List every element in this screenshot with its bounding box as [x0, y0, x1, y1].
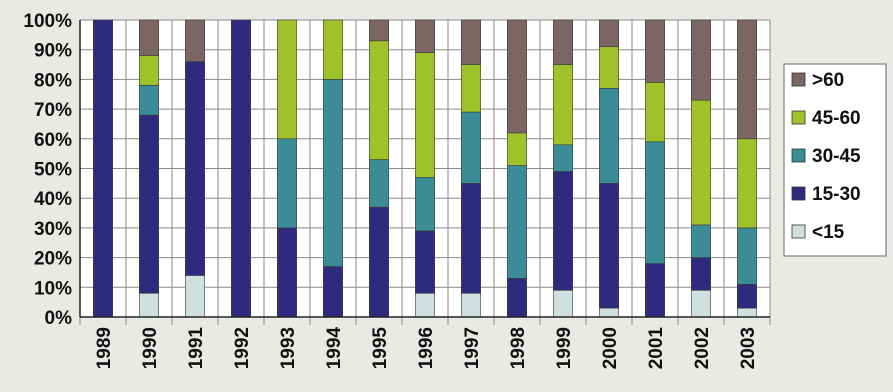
bar-segment: [691, 257, 711, 291]
legend: >60 45-60 30-45 15-30 <15: [783, 63, 887, 257]
bar-segment: [599, 183, 619, 309]
bar-segment: [415, 177, 435, 232]
axes: 0% 10% 20% 30% 40% 50% 60% 70% 80% 90% 100% 1989 199…: [23, 11, 770, 369]
bar-segment: [369, 206, 389, 318]
y-tick-label: 80%: [34, 70, 72, 91]
bar-segment: [599, 46, 619, 89]
bar-segment: [691, 224, 711, 258]
x-tick-label: 1989: [94, 327, 115, 369]
x-tick-label: 1991: [186, 327, 207, 370]
bar-segment: [507, 278, 527, 318]
bar-segment: [415, 52, 435, 178]
bar-segment: [277, 138, 297, 229]
y-tick-label: 20%: [34, 249, 72, 270]
x-tick-label: 1994: [324, 327, 345, 370]
legend-label: <15: [812, 222, 845, 243]
bar-segment: [507, 132, 527, 166]
y-tick-label: 50%: [34, 160, 72, 181]
x-tick-label: 1993: [278, 327, 299, 369]
x-tick-label: 1992: [232, 327, 253, 369]
bar-segment: [139, 85, 159, 116]
bar-segment: [737, 19, 757, 140]
bar-segment: [599, 19, 619, 48]
bar-segment: [645, 82, 665, 143]
bar-segment: [369, 19, 389, 42]
bar-segment: [93, 19, 113, 318]
bar-segment: [599, 307, 619, 318]
y-tick-label: 30%: [34, 219, 72, 240]
bar-segment: [599, 88, 619, 184]
y-tick-label: 100%: [23, 11, 72, 32]
bar-segment: [553, 289, 573, 318]
x-tick-label: 2002: [692, 327, 713, 369]
bar-segment: [323, 79, 343, 267]
legend-swatch: [791, 186, 806, 201]
legend-label: 30-45: [812, 146, 861, 167]
x-tick-label: 1995: [370, 327, 391, 370]
legend-swatch: [791, 110, 806, 125]
bar-segment: [139, 55, 159, 86]
bar-segment: [691, 289, 711, 318]
bars: [93, 19, 757, 318]
x-tick-label: 2000: [600, 327, 621, 369]
bar-segment: [415, 19, 435, 53]
x-tick-label: 1998: [508, 327, 529, 369]
y-tick-label: 10%: [34, 278, 72, 299]
bar-segment: [645, 263, 665, 318]
bar-segment: [461, 111, 481, 184]
x-tick-label: 2003: [738, 327, 759, 369]
bar-segment: [737, 307, 757, 318]
bar-segment: [277, 227, 297, 318]
bar-segment: [691, 19, 711, 101]
bar-segment: [185, 275, 205, 318]
bar-segment: [139, 292, 159, 318]
bar-segment: [507, 19, 527, 134]
legend-swatch: [791, 72, 806, 87]
bar-segment: [553, 144, 573, 172]
bar-segment: [369, 40, 389, 160]
bar-segment: [461, 292, 481, 318]
y-tick-label: 40%: [34, 189, 72, 210]
bar-segment: [461, 19, 481, 65]
bar-segment: [139, 19, 159, 56]
bar-segment: [645, 141, 665, 264]
bar-segment: [737, 284, 757, 309]
bar-segment: [691, 99, 711, 226]
legend-swatch: [791, 224, 806, 239]
x-tick-label: 1997: [462, 327, 483, 369]
y-tick-label: 0%: [45, 308, 73, 329]
x-tick-label: 1990: [140, 327, 161, 369]
bar-segment: [185, 61, 205, 276]
legend-label: 45-60: [812, 108, 861, 129]
bar-segment: [323, 19, 343, 80]
bar-segment: [185, 19, 205, 62]
x-tick-label: 1999: [554, 327, 575, 369]
legend-swatch: [791, 148, 806, 163]
bar-segment: [553, 19, 573, 65]
y-tick-label: 70%: [34, 100, 72, 121]
bar-segment: [369, 159, 389, 208]
bar-segment: [231, 19, 251, 318]
bar-segment: [415, 230, 435, 294]
bar-segment: [737, 227, 757, 285]
x-tick-label: 2001: [646, 327, 667, 370]
y-tick-label: 60%: [34, 130, 72, 151]
bar-segment: [645, 19, 665, 83]
bar-segment: [277, 19, 297, 140]
y-tick-label: 90%: [34, 41, 72, 62]
bar-segment: [323, 266, 343, 318]
bar-segment: [139, 114, 159, 294]
bar-segment: [461, 64, 481, 113]
bar-segment: [553, 171, 573, 291]
legend-label: >60: [812, 70, 844, 91]
bar-segment: [507, 165, 527, 279]
bar-segment: [553, 64, 573, 146]
legend-label: 15-30: [812, 184, 861, 205]
x-tick-label: 1996: [416, 327, 437, 369]
bar-segment: [737, 138, 757, 229]
bar-segment: [461, 183, 481, 294]
bar-segment: [415, 292, 435, 318]
